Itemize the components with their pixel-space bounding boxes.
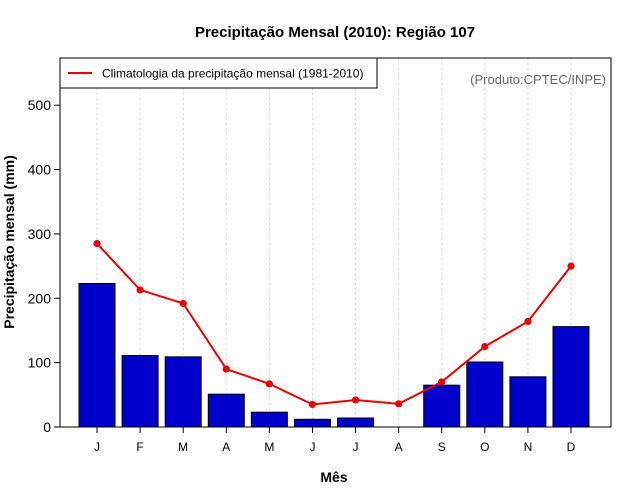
bar — [466, 361, 504, 428]
x-tick-label: M — [264, 440, 274, 454]
climatology-point — [481, 342, 489, 351]
climatology-point — [136, 286, 144, 294]
x-tick-label: J — [353, 440, 359, 454]
y-tick-label: 500 — [28, 97, 52, 113]
bar — [121, 355, 159, 428]
y-tick-label: 100 — [28, 355, 52, 371]
grid-lines — [96, 58, 572, 427]
y-tick-label: 300 — [28, 226, 52, 242]
y-axis: 0 100 200 300 400 500 — [28, 97, 60, 435]
chart-title: Precipitação Mensal (2010): Região 107 — [195, 24, 475, 41]
x-tick-label: N — [524, 440, 533, 454]
bar-series — [78, 282, 590, 428]
bar — [423, 384, 461, 428]
y-axis-label: Precipitação mensal (mm) — [1, 155, 17, 329]
y-tick-label: 200 — [28, 290, 52, 306]
climatology-point — [567, 262, 575, 270]
legend-label: Climatologia da precipitação mensal (198… — [102, 67, 363, 81]
x-tick-label: M — [178, 440, 188, 454]
climatology-line — [96, 242, 572, 406]
y-tick-label: 0 — [43, 419, 51, 435]
x-axis-label: Mês — [320, 469, 347, 485]
climatology-point — [395, 400, 403, 408]
legend: Climatologia da precipitação mensal (198… — [59, 57, 378, 89]
bar — [250, 411, 288, 428]
x-tick-label: S — [438, 440, 446, 454]
x-tick-label: J — [94, 440, 100, 454]
bar — [78, 282, 116, 428]
x-tick-label: D — [567, 440, 576, 454]
y-tick-label: 400 — [28, 162, 52, 178]
x-tick-label: F — [136, 440, 143, 454]
x-tick-label: A — [222, 440, 230, 454]
climatology-point — [265, 380, 273, 388]
climatology-series — [93, 239, 575, 409]
climatology-point — [308, 400, 317, 409]
climatology-point — [351, 396, 360, 404]
climatology-point — [179, 299, 187, 308]
bar — [293, 418, 331, 428]
bar — [509, 376, 547, 428]
legend-box — [59, 57, 378, 89]
bar — [164, 356, 202, 428]
bar — [337, 417, 375, 428]
source-annotation: (Produto:CPTEC/INPE) — [470, 72, 606, 87]
x-tick-label: J — [309, 440, 315, 454]
climatology-point — [438, 378, 446, 386]
climatology-point — [222, 365, 230, 373]
bar — [207, 393, 245, 428]
bar — [552, 326, 590, 428]
x-tick-label: A — [395, 440, 403, 454]
climatology-point — [93, 239, 101, 248]
x-tick-label: O — [480, 440, 489, 454]
climatology-point — [524, 317, 532, 326]
